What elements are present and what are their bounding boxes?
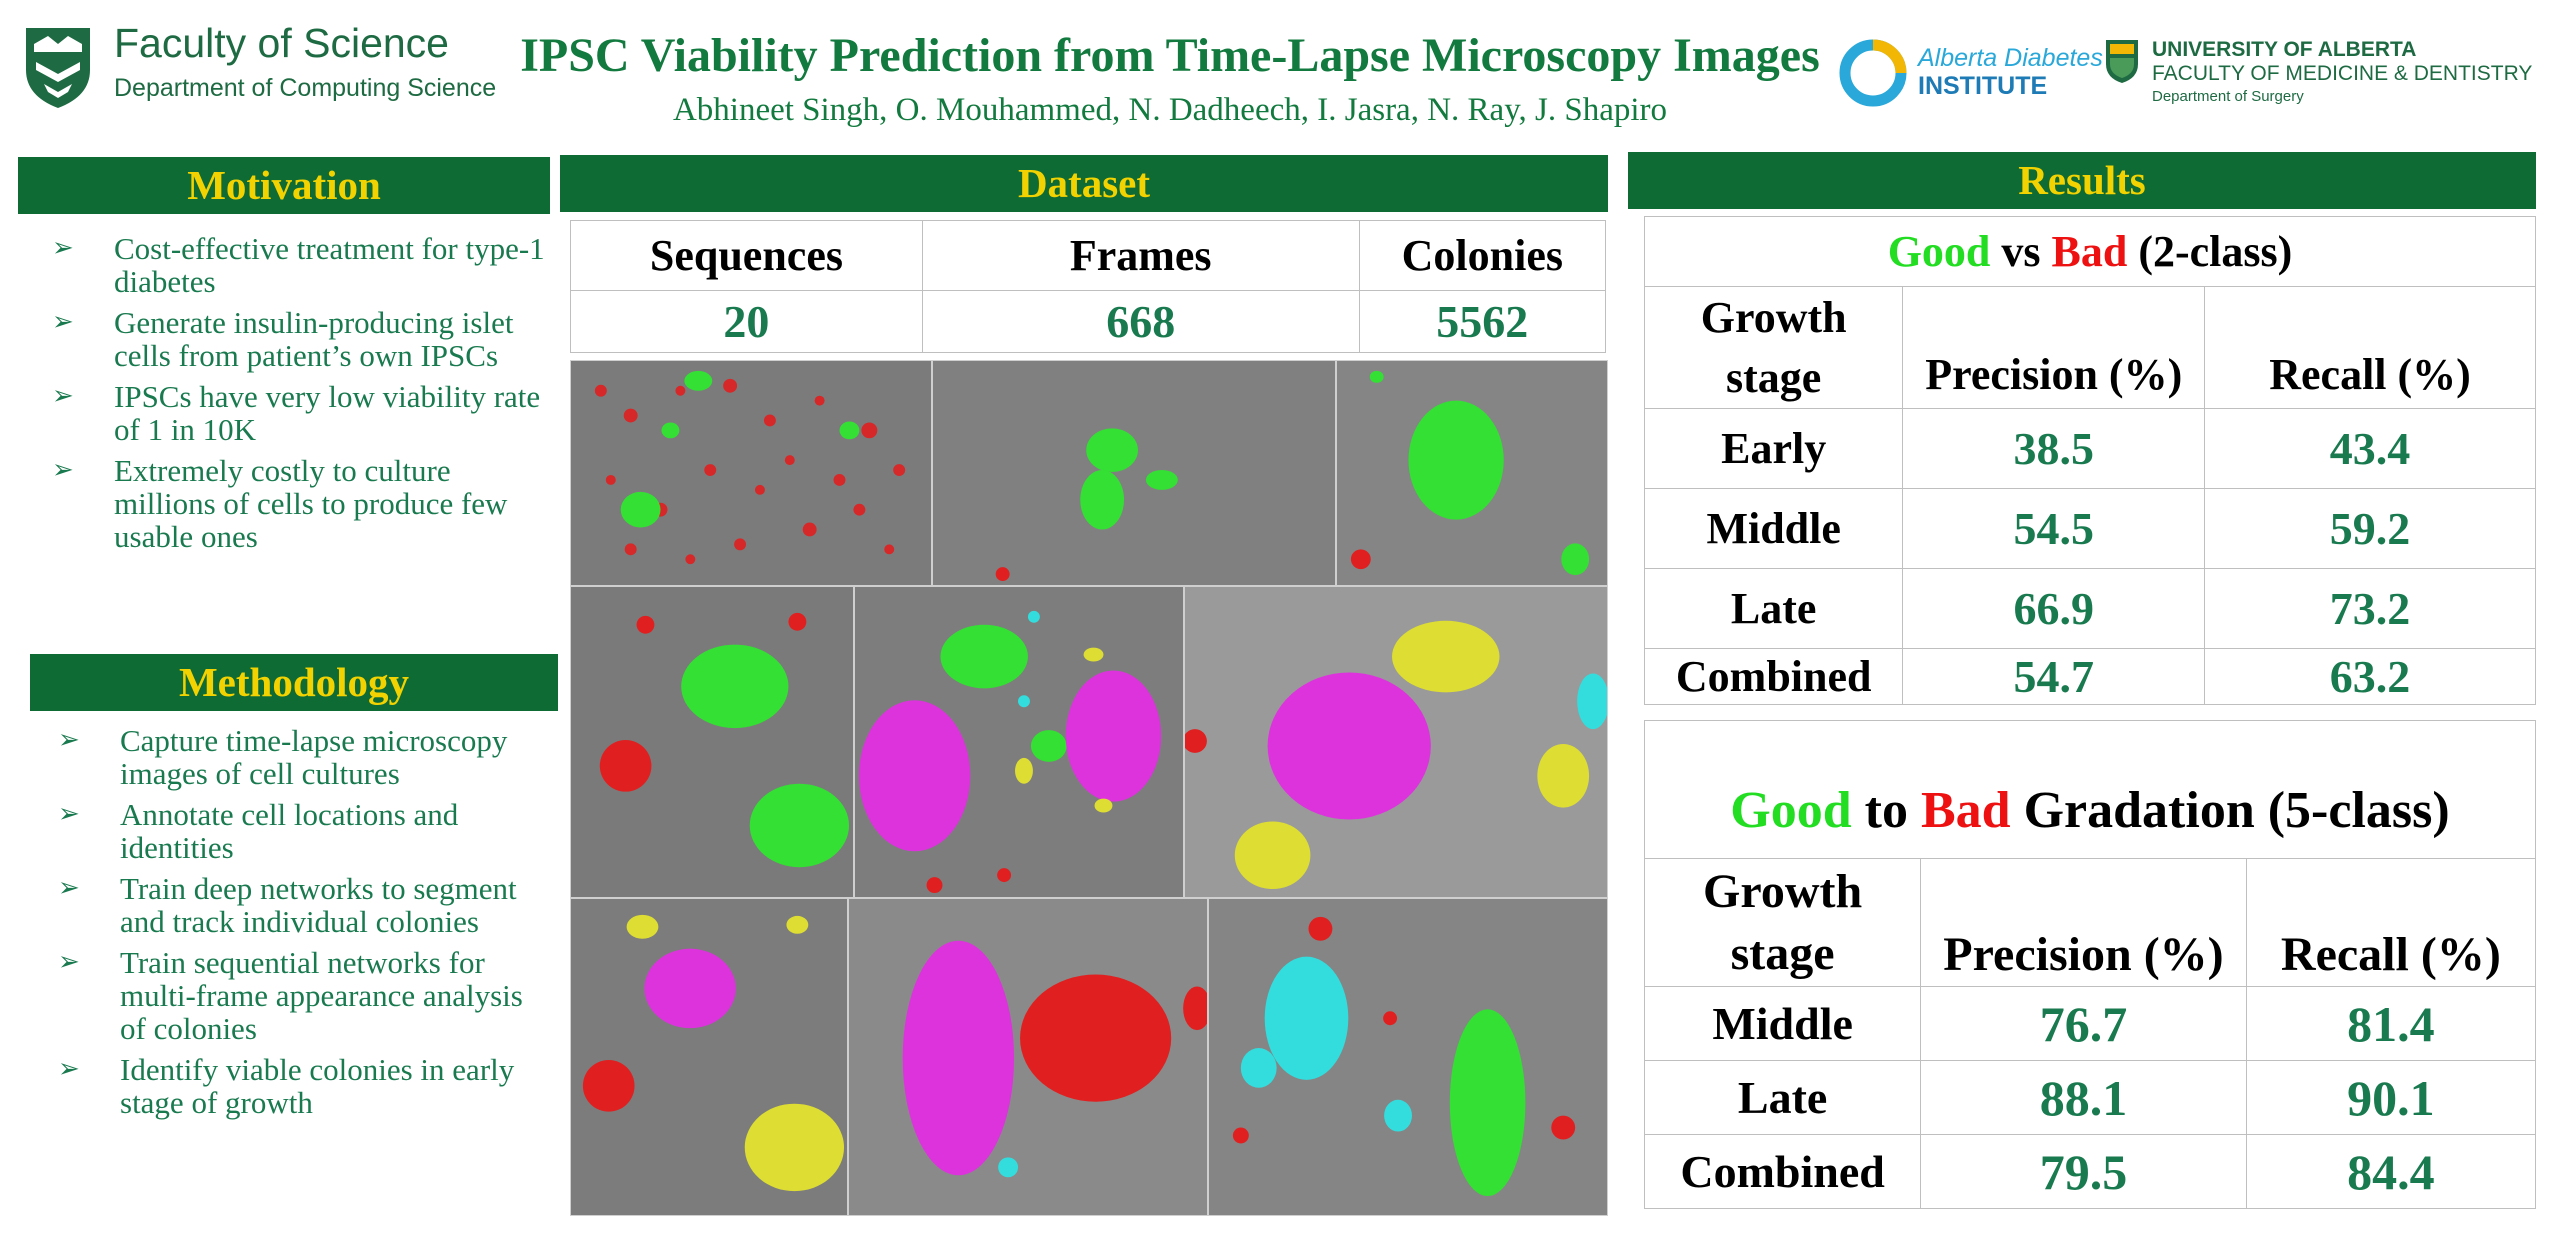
table1-title: Good vs Bad (2-class) xyxy=(1644,216,2536,287)
methodology-heading: Methodology xyxy=(30,654,558,711)
arrow-bullet-icon: ➢ xyxy=(52,307,74,337)
faculty-shield-logo xyxy=(26,28,90,108)
results-table-2class: Good vs Bad (2-class) Growth stage Preci… xyxy=(1643,216,2536,705)
table1-header-stage: Growth stage xyxy=(1643,286,1904,409)
arrow-bullet-icon: ➢ xyxy=(52,455,74,485)
ua-name-line3: Department of Surgery xyxy=(2152,88,2304,105)
poster-authors: Abhineet Singh, O. Mouhammed, N. Dadheec… xyxy=(672,92,1668,128)
adi-name-line2: INSTITUTE xyxy=(1918,72,2048,100)
list-item: ➢ Identify viable colonies in early stage… xyxy=(58,1052,515,1120)
table1-header-precision: Precision (%) xyxy=(1902,286,2206,409)
results-table-5class: Good to Bad Gradation (5-class) Growth s… xyxy=(1643,720,2537,1209)
motivation-list: ➢ Cost-effective treatment for type-1 dia… xyxy=(52,232,552,561)
microscopy-tile xyxy=(570,360,932,586)
arrow-bullet-icon: ➢ xyxy=(58,873,80,903)
dataset-table: Sequences Frames Colonies 20 668 5562 xyxy=(570,220,1607,353)
microscopy-tile xyxy=(932,360,1336,586)
list-item: ➢ Annotate cell locations and identities xyxy=(58,797,459,865)
arrow-bullet-icon: ➢ xyxy=(58,725,80,755)
bad-label: Bad xyxy=(1921,782,2011,839)
microscopy-tile xyxy=(570,898,848,1216)
table-row: Middle 76.7 81.4 xyxy=(1643,986,2537,1061)
results-heading: Results xyxy=(1628,152,2536,209)
table2-header-stage: Growth stage xyxy=(1643,858,1922,987)
arrow-bullet-icon: ➢ xyxy=(58,799,80,829)
table-row: Combined 79.5 84.4 xyxy=(1643,1134,2537,1209)
microscopy-tile xyxy=(1184,586,1608,898)
list-item: ➢ Cost-effective treatment for type-1 dia… xyxy=(52,231,545,299)
ua-name-line1: UNIVERSITY OF ALBERTA xyxy=(2152,38,2417,61)
list-item: ➢ Extremely costly to culture millions of… xyxy=(52,453,508,554)
list-item: ➢ IPSCs have very low viability rate of 1… xyxy=(52,379,541,447)
dataset-header-sequences: Sequences xyxy=(570,220,923,291)
dataset-heading: Dataset xyxy=(560,155,1608,212)
good-label: Good xyxy=(1887,227,1991,276)
adi-ring-logo xyxy=(1839,39,1907,107)
microscopy-tile xyxy=(848,898,1208,1216)
table-row: Combined 54.7 63.2 xyxy=(1643,648,2536,705)
arrow-bullet-icon: ➢ xyxy=(52,233,74,263)
dataset-value-frames: 668 xyxy=(921,290,1360,353)
list-item: ➢ Generate insulin-producing islet cells … xyxy=(52,305,514,373)
good-label: Good xyxy=(1730,782,1852,839)
microscopy-tile xyxy=(570,586,854,898)
table2-title: Good to Bad Gradation (5-class) xyxy=(1644,720,2536,859)
list-item: ➢ Capture time-lapse microscopy images of… xyxy=(58,723,508,791)
faculty-department: Department of Computing Science xyxy=(114,74,497,102)
table2-header-recall: Recall (%) xyxy=(2245,858,2537,987)
list-item: ➢ Train sequential networks for multi-fra… xyxy=(58,945,523,1046)
table2-header-precision: Precision (%) xyxy=(1920,858,2247,987)
arrow-bullet-icon: ➢ xyxy=(52,381,74,411)
table-row: Early 38.5 43.4 xyxy=(1643,408,2536,489)
microscopy-tile xyxy=(1208,898,1608,1216)
methodology-list: ➢ Capture time-lapse microscopy images of… xyxy=(58,724,538,1127)
dataset-value-colonies: 5562 xyxy=(1358,290,1607,353)
faculty-title: Faculty of Science xyxy=(114,20,449,66)
dataset-value-sequences: 20 xyxy=(570,290,923,353)
ua-crest-logo xyxy=(2106,40,2138,83)
table-row: Middle 54.5 59.2 xyxy=(1643,488,2536,569)
arrow-bullet-icon: ➢ xyxy=(58,1054,80,1084)
dataset-header-colonies: Colonies xyxy=(1358,220,1607,291)
poster-title: IPSC Viability Prediction from Time-Laps… xyxy=(520,29,1820,82)
microscopy-tile xyxy=(1336,360,1608,586)
bad-label: Bad xyxy=(2051,227,2128,276)
arrow-bullet-icon: ➢ xyxy=(58,947,80,977)
ua-name-line2: FACULTY OF MEDICINE & DENTISTRY xyxy=(2152,62,2533,85)
dataset-header-frames: Frames xyxy=(921,220,1360,291)
motivation-heading: Motivation xyxy=(18,157,550,214)
list-item: ➢ Train deep networks to segment and trac… xyxy=(58,871,517,939)
table1-header-recall: Recall (%) xyxy=(2204,286,2536,409)
microscopy-image-mosaic xyxy=(570,360,1608,1216)
microscopy-tile xyxy=(854,586,1184,898)
table-row: Late 88.1 90.1 xyxy=(1643,1060,2537,1135)
adi-name-line1: Alberta Diabetes xyxy=(1918,44,2103,72)
table-row: Late 66.9 73.2 xyxy=(1643,568,2536,649)
